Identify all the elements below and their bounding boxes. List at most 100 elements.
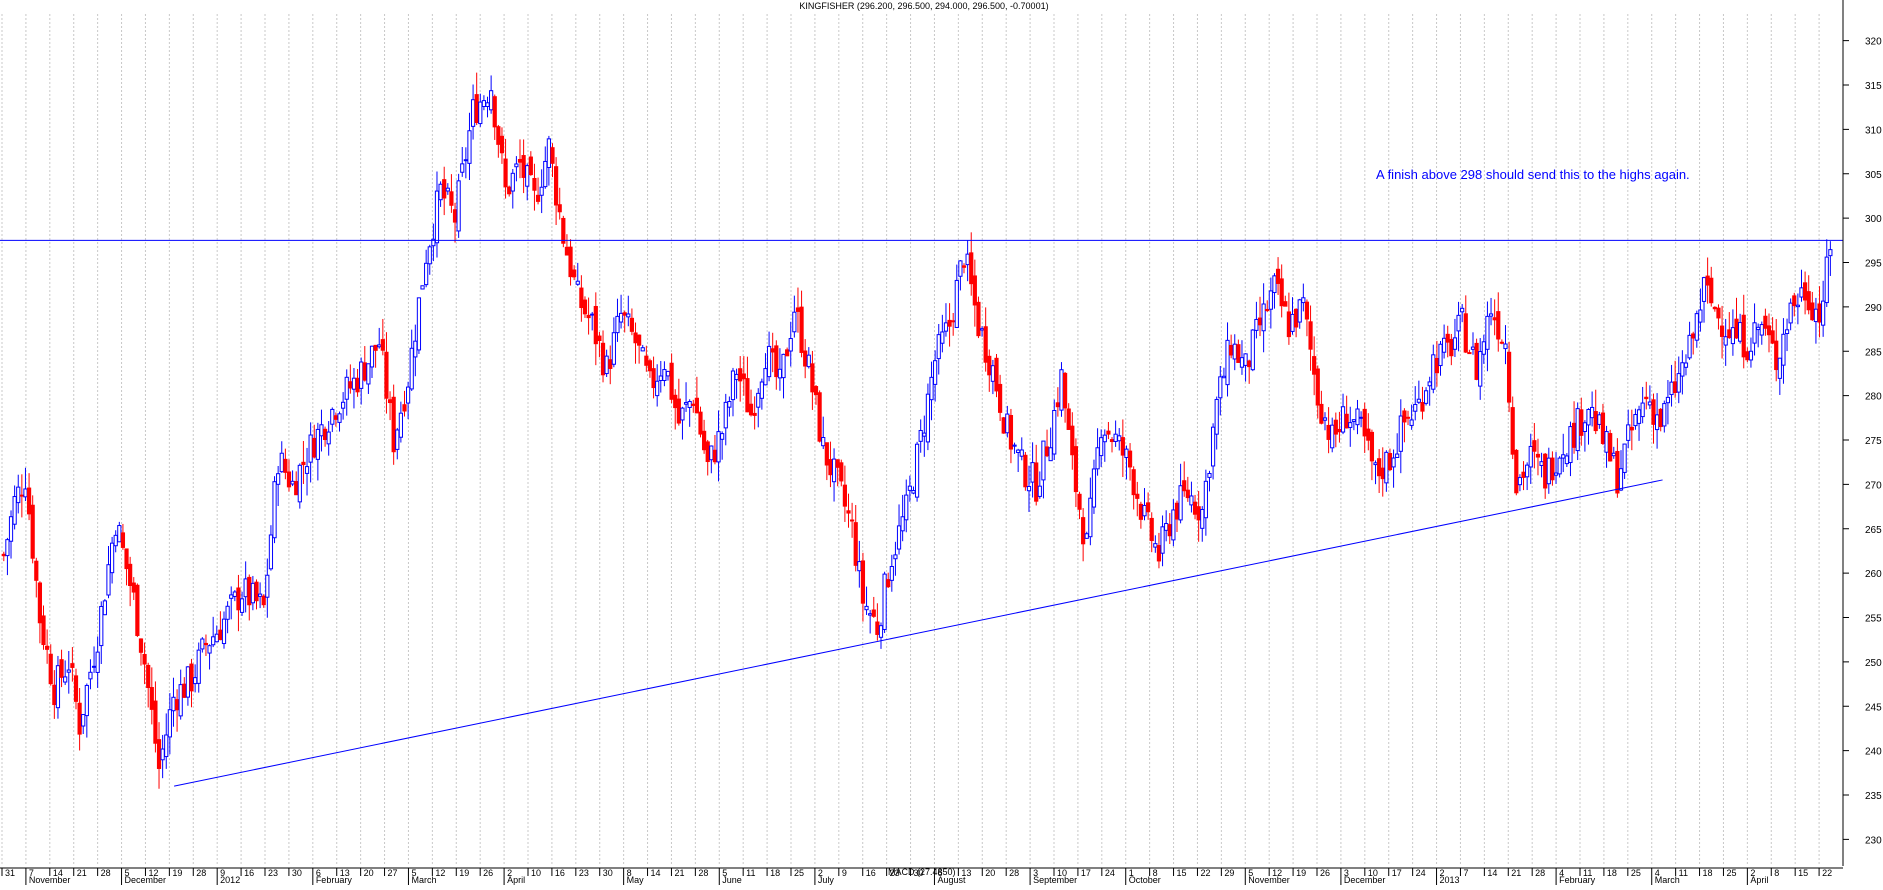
candle-up (788, 338, 793, 352)
candle-up (489, 90, 494, 111)
candle-up (84, 684, 89, 717)
x-axis-day-label: 25 (794, 868, 804, 878)
candle-down (348, 381, 353, 389)
x-axis-day-label: 30 (292, 868, 302, 878)
candle-down (1257, 317, 1263, 326)
candle-down (1510, 407, 1515, 455)
candle-up (1777, 357, 1782, 379)
candle-up (1611, 452, 1616, 457)
candle-up (351, 377, 357, 390)
candle-down (77, 702, 82, 735)
candle-up (777, 368, 783, 379)
candle-up (1723, 336, 1728, 346)
y-axis-tick-label: 280 (1865, 392, 1882, 403)
candle-up (1738, 322, 1743, 342)
x-axis-day-label: 27 (388, 868, 398, 878)
candle-up (1355, 408, 1360, 426)
x-axis-day-label: 4 (1655, 868, 1660, 878)
candle-down (312, 437, 317, 458)
candle-down (34, 560, 39, 581)
candle-down (442, 179, 447, 199)
candle-up (102, 600, 107, 616)
y-axis-tick-label: 275 (1865, 436, 1882, 447)
candle-down (1810, 302, 1815, 321)
x-axis-day-label: 14 (53, 868, 63, 878)
candle-up (1528, 445, 1533, 468)
candle-up (398, 412, 403, 438)
candle-up (1539, 461, 1544, 466)
x-axis-day-label: 10 (1057, 868, 1067, 878)
x-axis-day-label: 28 (1535, 868, 1545, 878)
candle-down (994, 357, 999, 392)
candle-up (1640, 402, 1645, 418)
candle-up (109, 542, 115, 574)
candle-down (550, 147, 555, 164)
x-axis-day-label: 3 (1344, 868, 1349, 878)
candle-up (1348, 422, 1353, 428)
candle-down (1380, 467, 1385, 480)
candle-up (1553, 472, 1559, 476)
candle-up (806, 354, 811, 368)
candle-up (878, 625, 884, 638)
candle-down (120, 532, 126, 548)
candle-up (99, 605, 104, 647)
candle-down (839, 462, 844, 482)
candle-up (420, 285, 425, 290)
candle-down (593, 305, 598, 345)
y-axis-tick-label: 290 (1865, 303, 1882, 314)
chart-title: KINGFISHER (296.200, 296.500, 294.000, 2… (799, 1, 1048, 11)
x-axis-day-label: 5 (411, 868, 416, 878)
candle-up (1662, 403, 1667, 427)
candle-up (395, 429, 400, 450)
candle-up (16, 486, 21, 504)
candle-down (1326, 424, 1331, 440)
x-axis-day-label: 16 (244, 868, 254, 878)
candle-down (1265, 308, 1270, 312)
candle-down (507, 186, 512, 195)
x-axis-day-label: 15 (1177, 868, 1187, 878)
candle-down (1315, 368, 1320, 406)
x-axis-day-label: 16 (555, 868, 565, 878)
candle-up (164, 734, 169, 758)
candle-down (799, 306, 804, 353)
candle-down (1463, 313, 1468, 353)
candle-up (1821, 300, 1826, 326)
candle-up (1665, 396, 1671, 404)
x-axis-day-label: 28 (1009, 868, 1019, 878)
candle-down (1651, 399, 1656, 425)
candle-down (1514, 449, 1519, 494)
support-trendline (174, 479, 1663, 787)
candle-up (279, 452, 284, 473)
candle-up (965, 253, 970, 266)
candle-up (1160, 526, 1165, 554)
candle-down (669, 362, 674, 400)
candle-up (359, 361, 364, 389)
candle-up (106, 564, 111, 596)
candle-down (333, 415, 339, 420)
candle-up (416, 297, 422, 351)
candle-up (1781, 333, 1786, 366)
candle-up (366, 363, 371, 385)
x-axis-day-label: 28 (196, 868, 206, 878)
candle-up (1243, 353, 1248, 366)
x-axis-day-label: 5 (125, 868, 130, 878)
candle-down (1066, 408, 1071, 430)
x-axis-day-label: 21 (77, 868, 87, 878)
candle-up (1171, 509, 1176, 541)
x-axis-day-label: 2 (507, 868, 512, 878)
candle-down (871, 609, 876, 617)
candle-down (1608, 433, 1613, 462)
candle-down (795, 307, 801, 312)
x-axis-day-label: 1 (1129, 868, 1134, 878)
candle-down (803, 350, 808, 367)
candle-up (821, 437, 826, 447)
candle-up (171, 696, 176, 712)
candle-down (1138, 503, 1143, 520)
candle-down (1077, 493, 1082, 510)
candle-down (1774, 340, 1779, 371)
candle-up (1210, 426, 1216, 467)
candle-up (409, 347, 414, 390)
candle-down (1802, 282, 1808, 301)
candle-down (1236, 344, 1241, 363)
candle-down (1532, 440, 1537, 452)
